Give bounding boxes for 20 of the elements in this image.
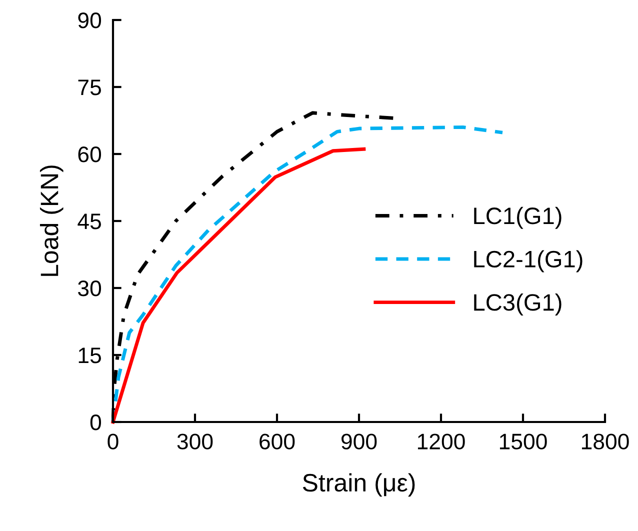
x-tick-label: 600	[260, 434, 295, 450]
legend-label: LC3(G1)	[474, 293, 562, 316]
y-tick-label: 60	[78, 146, 102, 162]
x-tick-label: 300	[177, 434, 213, 450]
y-tick-label: 90	[78, 12, 102, 28]
x-tick-label: 1200	[418, 434, 465, 450]
y-tick-label: 0	[90, 414, 102, 430]
y-tick-label: 30	[78, 280, 102, 296]
y-tick-label: 15	[78, 348, 101, 364]
x-tick-label: 1500	[500, 434, 547, 450]
x-axis-title: Strain (με)	[302, 473, 415, 497]
line-series	[111, 147, 366, 424]
x-tick-label: 900	[342, 434, 377, 450]
x-tick-label: 1800	[582, 434, 629, 450]
y-tick-label: 45	[78, 214, 101, 230]
legend-label: LC2-1(G1)	[474, 250, 582, 272]
x-tick-label: 0	[108, 434, 118, 450]
y-tick-label: 75	[78, 80, 101, 96]
y-axis-title: Load (KN)	[40, 166, 64, 276]
legend-label: LC1(G1)	[474, 206, 562, 229]
